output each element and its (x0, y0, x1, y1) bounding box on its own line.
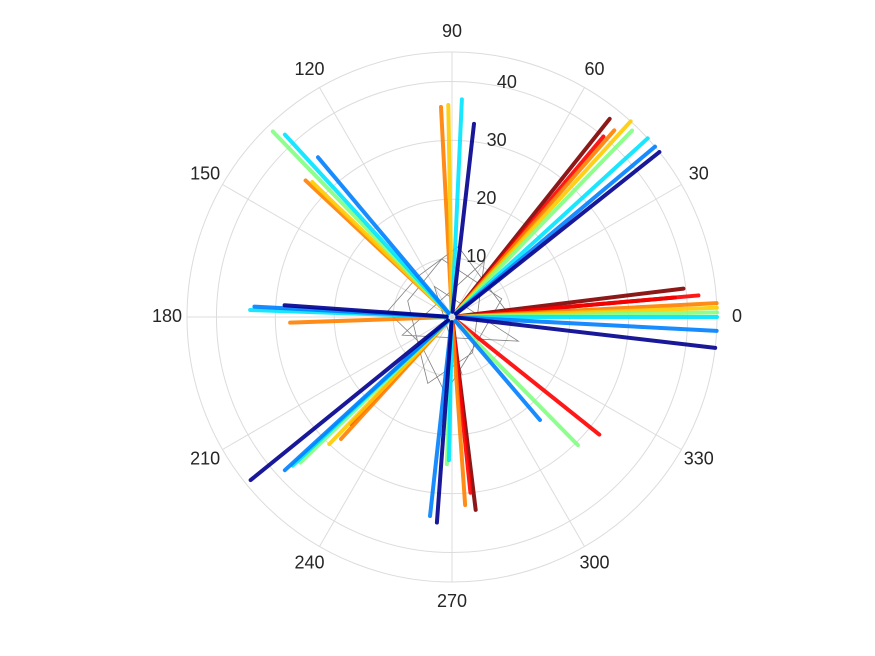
theta-tick-label: 90 (442, 21, 462, 41)
ray (453, 136, 650, 316)
ray (446, 103, 454, 314)
ray (282, 303, 449, 319)
theta-tick-label: 120 (294, 59, 324, 79)
r-tick-label: 40 (497, 72, 517, 92)
ray (455, 315, 718, 350)
ray (455, 315, 719, 333)
theta-tick-label: 0 (732, 306, 742, 326)
theta-tick-label: 180 (152, 306, 182, 326)
r-tick-label: 30 (487, 130, 507, 150)
theta-tick-label: 150 (190, 163, 220, 183)
ray (434, 320, 454, 525)
theta-tick-label: 270 (437, 591, 467, 611)
ray (316, 155, 451, 315)
r-tick-label: 10 (466, 246, 486, 266)
r-tick-label: 20 (476, 188, 496, 208)
theta-tick-label: 300 (579, 553, 609, 573)
ray (454, 318, 602, 437)
theta-grid-line (451, 184, 682, 318)
theta-grid-line (319, 87, 453, 318)
ray (248, 318, 450, 483)
theta-tick-label: 60 (584, 59, 604, 79)
theta-tick-label: 330 (684, 448, 714, 468)
ray (450, 121, 476, 314)
ray (288, 315, 449, 325)
ray (450, 320, 468, 507)
theta-tick-label: 240 (294, 553, 324, 573)
theta-grid-line (222, 316, 453, 450)
ray (454, 150, 662, 316)
theta-grid-line (451, 87, 585, 318)
theta-tick-label: 30 (689, 163, 709, 183)
ray (453, 128, 634, 316)
theta-grid-line (451, 316, 585, 547)
theta-tick-label: 210 (190, 448, 220, 468)
theta-grid-line (222, 184, 453, 318)
theta-grid-line (451, 316, 682, 450)
ray (282, 318, 451, 473)
web-line (386, 246, 520, 395)
ray (453, 318, 580, 448)
ray (450, 97, 464, 314)
ray (453, 319, 542, 422)
theta-grid-line (319, 316, 453, 547)
